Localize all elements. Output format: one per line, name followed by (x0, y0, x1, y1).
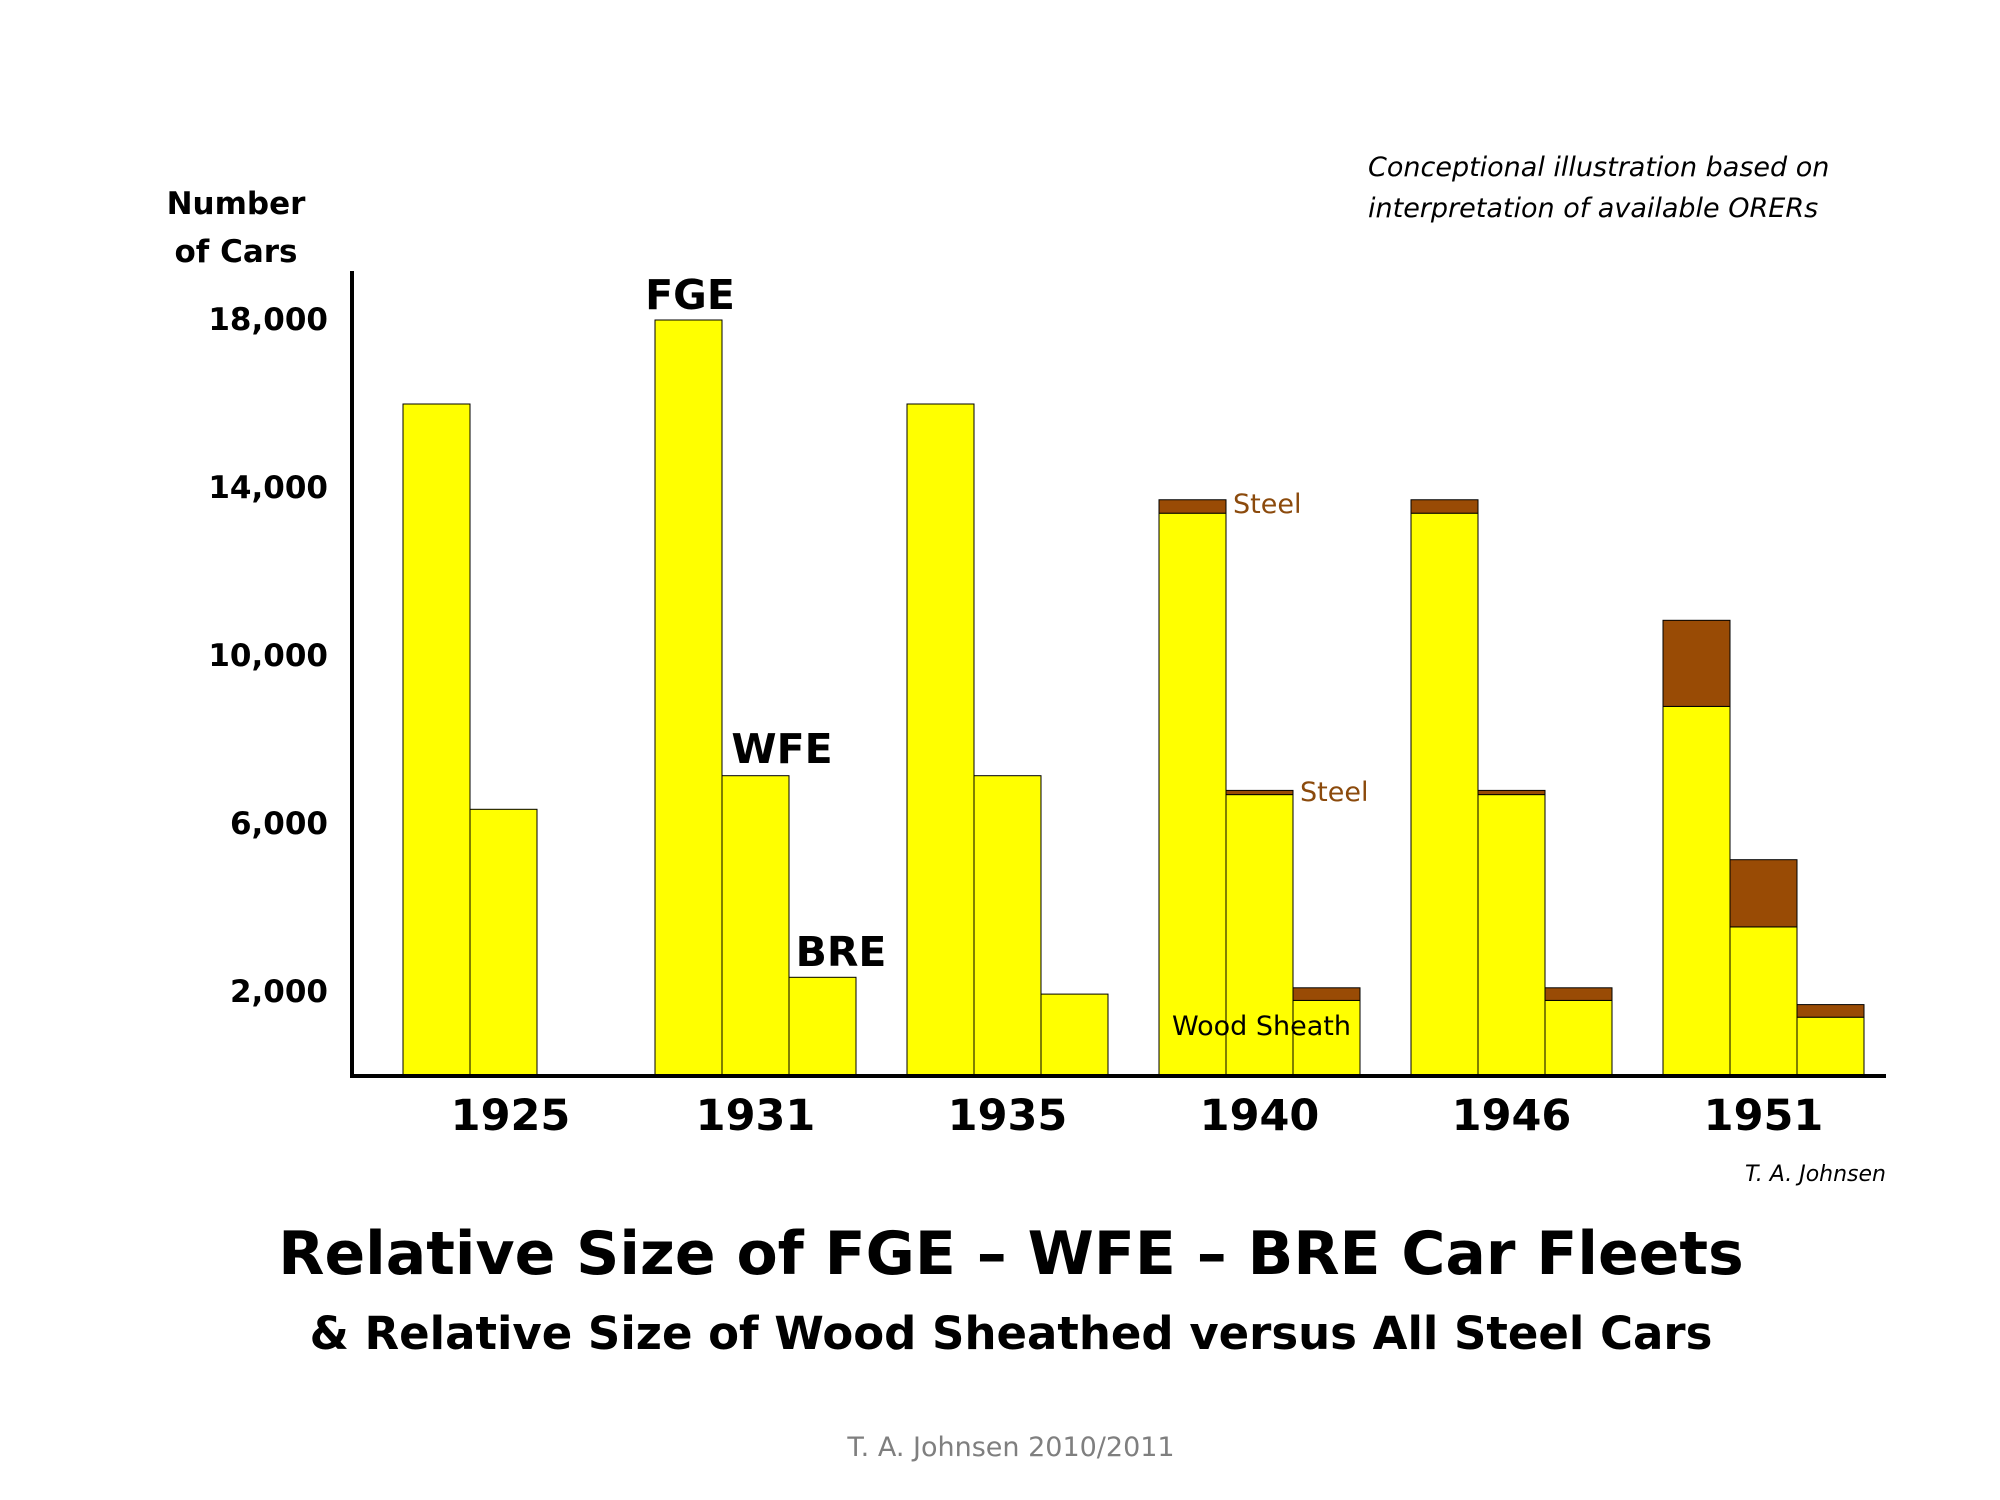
author-label: T. A. Johnsen (1745, 1162, 1886, 1187)
x-tick-label-1925: 1925 (451, 1091, 571, 1141)
bre-label: BRE (796, 928, 887, 976)
bar-fge-1925-wood (402, 403, 471, 1077)
bar-bre-1935-wood (1040, 993, 1109, 1077)
y-axis-label-line2: of Cars (175, 234, 298, 270)
wood-sheath-label: Wood Sheath (1172, 1011, 1351, 1042)
y-tick-labels: 2,000 6,000 10,000 14,000 18,000 (208, 302, 328, 1010)
chart-subtitle: & Relative Size of Wood Sheathed versus … (310, 1307, 1713, 1360)
bar-bre-1940-steel (1292, 987, 1361, 1001)
x-tick-label-1946: 1946 (1452, 1091, 1572, 1141)
bar-fge-1940-wood (1158, 512, 1227, 1077)
bar-fge-1946-steel (1410, 499, 1479, 514)
bar-wfe-1931-wood (721, 775, 790, 1077)
bar-wfe-1946-steel (1477, 789, 1546, 796)
bar-fge-1951-steel (1662, 619, 1731, 707)
bar-bre-1951-wood (1796, 1016, 1865, 1077)
note-line2: interpretation of available ORERs (1368, 193, 1818, 224)
chart-title: Relative Size of FGE – WFE – BRE Car Fle… (278, 1219, 1743, 1289)
bar-fge-1940-steel (1158, 499, 1227, 514)
bar-fge-1931-wood (654, 319, 723, 1077)
y-tick-label: 10,000 (208, 638, 328, 674)
bar-fge-1946-wood (1410, 512, 1479, 1077)
bars-group (402, 319, 1865, 1077)
fge-label: FGE (645, 271, 735, 319)
bar-wfe-1946-wood (1477, 794, 1546, 1077)
steel-label-fge: Steel (1233, 489, 1301, 520)
bar-fge-1951-wood (1662, 705, 1731, 1077)
y-tick-label: 2,000 (230, 974, 328, 1010)
bar-wfe-1940-steel (1225, 789, 1294, 796)
x-tick-label-1951: 1951 (1704, 1091, 1824, 1141)
bar-wfe-1951-wood (1729, 926, 1798, 1077)
x-tick-labels: 1925 1931 1935 1940 1946 1951 (451, 1091, 1824, 1141)
bar-wfe-1951-steel (1729, 859, 1798, 928)
y-axis-label-line1: Number (167, 186, 307, 222)
y-tick-label: 6,000 (230, 806, 328, 842)
footer-credit: T. A. Johnsen 2010/2011 (846, 1432, 1174, 1463)
bar-bre-1951-steel (1796, 1004, 1865, 1018)
bar-bre-1931-wood (788, 976, 857, 1077)
bar-fge-1935-wood (906, 403, 975, 1077)
bar-bre-1940-wood (1292, 999, 1361, 1077)
steel-label-wfe: Steel (1300, 777, 1368, 808)
y-tick-label: 14,000 (208, 470, 328, 506)
bar-wfe-1925-wood (469, 808, 538, 1077)
bar-wfe-1935-wood (973, 775, 1042, 1077)
bar-bre-1946-steel (1544, 987, 1613, 1001)
x-tick-label-1940: 1940 (1200, 1091, 1320, 1141)
x-tick-label-1935: 1935 (948, 1091, 1068, 1141)
y-tick-label: 18,000 (208, 302, 328, 338)
bar-wfe-1940-wood (1225, 794, 1294, 1077)
note-line1: Conceptional illustration based on (1368, 152, 1829, 183)
x-tick-label-1931: 1931 (696, 1091, 816, 1141)
wfe-label: WFE (731, 725, 832, 773)
bar-bre-1946-wood (1544, 999, 1613, 1077)
